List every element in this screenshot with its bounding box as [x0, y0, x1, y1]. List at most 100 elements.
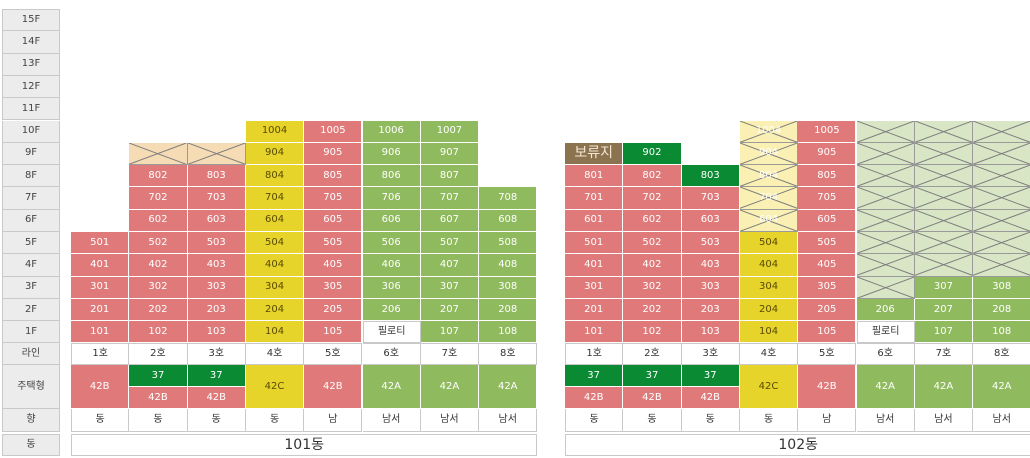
unit-cell[interactable]	[856, 120, 915, 143]
unit-cell[interactable]: 108	[479, 321, 538, 344]
unit-cell[interactable]: 505	[798, 232, 857, 255]
unit-cell[interactable]: 502	[623, 232, 682, 255]
unit-cell[interactable]: 804	[245, 165, 305, 188]
unit-cell[interactable]: 206	[362, 298, 421, 322]
unit-cell[interactable]: 805	[304, 165, 363, 188]
unit-cell[interactable]	[973, 165, 1030, 188]
unit-cell[interactable]: 905	[304, 142, 363, 166]
unit-cell[interactable]: 201	[565, 298, 624, 322]
unit-cell[interactable]: 905	[798, 142, 857, 166]
unit-cell[interactable]: 802	[623, 165, 682, 188]
unit-cell[interactable]: 602	[129, 209, 188, 232]
unit-cell[interactable]: 803	[187, 165, 246, 188]
unit-cell[interactable]: 402	[129, 254, 188, 277]
unit-cell[interactable]: 104	[739, 321, 799, 344]
unit-cell[interactable]: 205	[304, 298, 363, 322]
unit-cell[interactable]: 505	[304, 232, 363, 255]
unit-cell[interactable]: 103	[681, 321, 740, 344]
unit-cell[interactable]	[914, 165, 974, 188]
unit-cell[interactable]	[856, 142, 915, 166]
unit-cell[interactable]: 401	[71, 254, 130, 277]
unit-cell[interactable]	[973, 187, 1030, 210]
unit-cell[interactable]: 1007	[420, 120, 480, 143]
unit-cell[interactable]: 108	[973, 321, 1030, 344]
unit-cell[interactable]: 204	[245, 298, 305, 322]
unit-cell[interactable]: 1006	[362, 120, 421, 143]
unit-cell[interactable]: 306	[362, 276, 421, 299]
unit-cell[interactable]: 708	[479, 187, 538, 210]
unit-cell[interactable]: 301	[565, 276, 624, 299]
unit-cell[interactable]	[973, 232, 1030, 255]
unit-cell[interactable]: 807	[420, 165, 480, 188]
unit-cell[interactable]: 304	[245, 276, 305, 299]
unit-cell[interactable]	[914, 120, 974, 143]
unit-cell[interactable]: 408	[479, 254, 538, 277]
unit-cell[interactable]	[856, 187, 915, 210]
unit-cell[interactable]: 503	[187, 232, 246, 255]
unit-cell[interactable]: 304	[739, 276, 799, 299]
unit-cell[interactable]: 707	[420, 187, 480, 210]
unit-cell[interactable]	[856, 276, 915, 299]
unit-cell[interactable]: 404	[245, 254, 305, 277]
unit-cell[interactable]	[973, 254, 1030, 277]
unit-cell[interactable]: 308	[973, 276, 1030, 299]
unit-cell[interactable]: 604	[245, 209, 305, 232]
unit-cell[interactable]	[914, 254, 974, 277]
unit-cell[interactable]: 805	[798, 165, 857, 188]
unit-cell[interactable]: 104	[245, 321, 305, 344]
unit-cell[interactable]: 502	[129, 232, 188, 255]
unit-cell[interactable]: 605	[798, 209, 857, 232]
unit-cell[interactable]	[914, 209, 974, 232]
unit-cell[interactable]: 906	[362, 142, 421, 166]
unit-cell[interactable]: 606	[362, 209, 421, 232]
unit-cell[interactable]: 403	[187, 254, 246, 277]
unit-cell[interactable]: 1004	[739, 120, 799, 143]
unit-cell[interactable]	[973, 142, 1030, 166]
unit-cell[interactable]: 307	[914, 276, 974, 299]
unit-cell[interactable]	[856, 232, 915, 255]
unit-cell[interactable]: 205	[798, 298, 857, 322]
unit-cell[interactable]: 902	[623, 142, 682, 166]
unit-cell[interactable]	[914, 232, 974, 255]
unit-cell[interactable]: 102	[623, 321, 682, 344]
unit-cell[interactable]: 607	[420, 209, 480, 232]
unit-cell[interactable]: 701	[565, 187, 624, 210]
unit-cell[interactable]: 302	[623, 276, 682, 299]
unit-cell[interactable]: 604	[739, 209, 799, 232]
unit-cell[interactable]: 208	[479, 298, 538, 322]
unit-cell[interactable]: 507	[420, 232, 480, 255]
unit-cell[interactable]: 101	[565, 321, 624, 344]
unit-cell[interactable]: 605	[304, 209, 363, 232]
unit-cell[interactable]: 308	[479, 276, 538, 299]
unit-cell[interactable]: 501	[71, 232, 130, 255]
unit-cell[interactable]: 907	[420, 142, 480, 166]
unit-cell[interactable]: 보류지	[565, 142, 624, 166]
unit-cell[interactable]: 904	[245, 142, 305, 166]
unit-cell[interactable]: 601	[565, 209, 624, 232]
unit-cell[interactable]: 703	[187, 187, 246, 210]
unit-cell[interactable]: 302	[129, 276, 188, 299]
unit-cell[interactable]: 804	[739, 165, 799, 188]
unit-cell[interactable]: 102	[129, 321, 188, 344]
unit-cell[interactable]	[856, 209, 915, 232]
unit-cell[interactable]: 802	[129, 165, 188, 188]
unit-cell[interactable]: 508	[479, 232, 538, 255]
unit-cell[interactable]: 301	[71, 276, 130, 299]
unit-cell[interactable]: 103	[187, 321, 246, 344]
unit-cell[interactable]: 603	[681, 209, 740, 232]
unit-cell[interactable]: 407	[420, 254, 480, 277]
unit-cell[interactable]	[187, 142, 246, 166]
unit-cell[interactable]: 105	[304, 321, 363, 344]
unit-cell[interactable]: 208	[973, 298, 1030, 322]
unit-cell[interactable]: 303	[187, 276, 246, 299]
unit-cell[interactable]: 803	[681, 165, 740, 188]
unit-cell[interactable]: 504	[739, 232, 799, 255]
unit-cell[interactable]	[973, 209, 1030, 232]
unit-cell[interactable]	[914, 187, 974, 210]
unit-cell[interactable]: 206	[856, 298, 915, 322]
unit-cell[interactable]: 202	[623, 298, 682, 322]
unit-cell[interactable]: 203	[681, 298, 740, 322]
unit-cell[interactable]: 603	[187, 209, 246, 232]
unit-cell[interactable]: 504	[245, 232, 305, 255]
unit-cell[interactable]: 207	[914, 298, 974, 322]
